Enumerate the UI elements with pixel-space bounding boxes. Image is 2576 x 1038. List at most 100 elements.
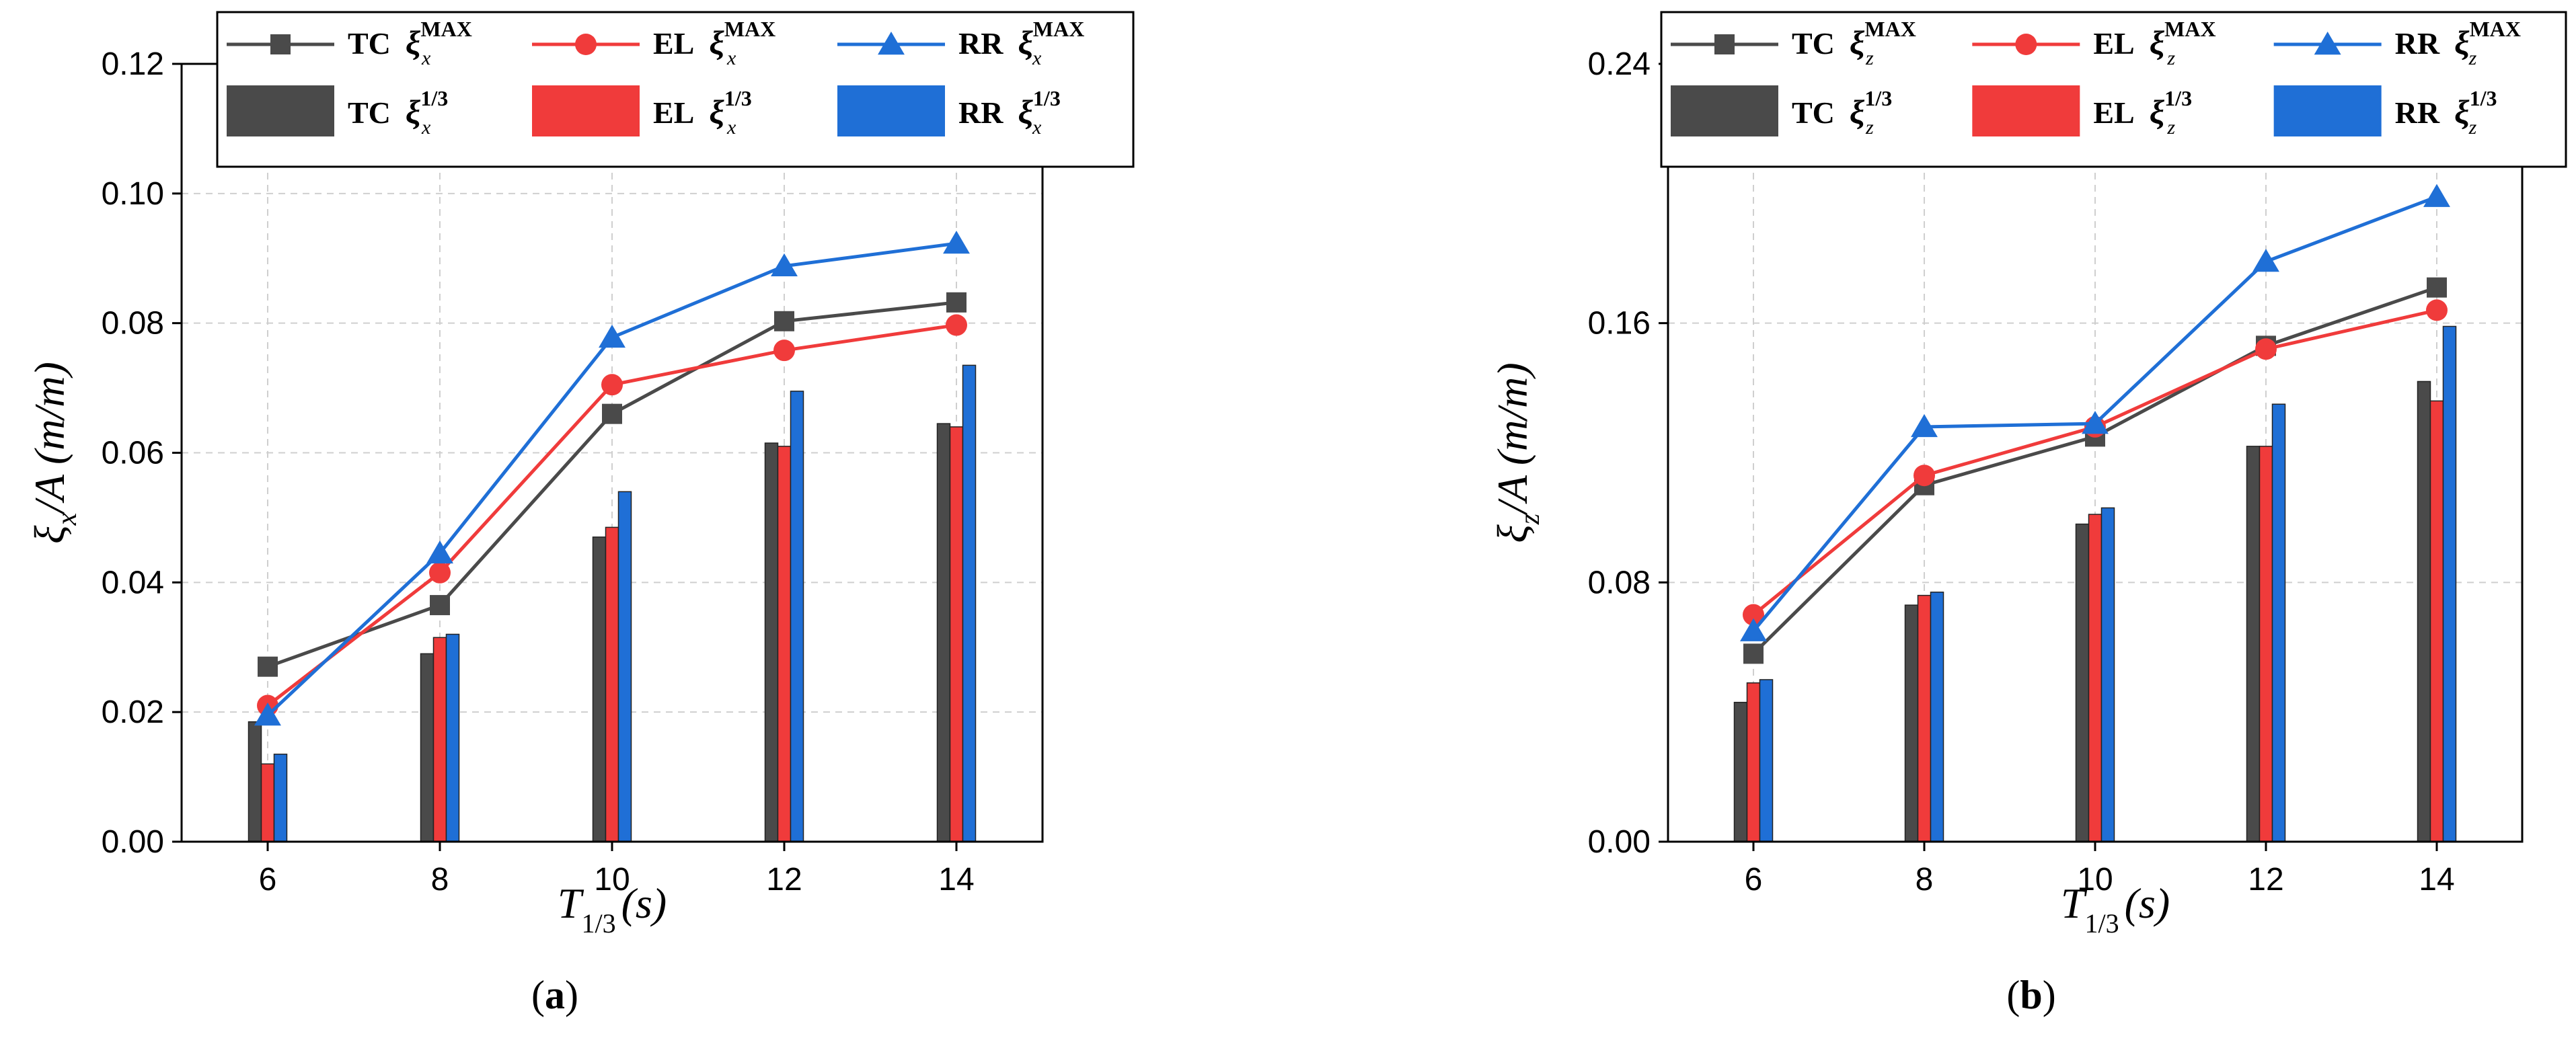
- line-series-rr-max: [254, 231, 970, 726]
- data-point-circle: [773, 340, 795, 362]
- bar-rr-1-3: [617, 491, 632, 842]
- data-point-triangle: [2082, 411, 2109, 434]
- legend-label-sup: 1/3: [2470, 86, 2497, 110]
- legend-box: [1660, 11, 2567, 168]
- x-tick-label: 12: [766, 862, 802, 897]
- y-title-sub: x: [52, 512, 83, 526]
- x-tick-label: 8: [431, 862, 449, 897]
- data-point-triangle: [254, 702, 281, 726]
- bar-tc-1-3: [764, 442, 779, 842]
- data-point-triangle: [2252, 249, 2279, 272]
- bar-rr-1-3: [2100, 507, 2115, 842]
- bar-tc-1-3: [2417, 381, 2431, 842]
- legend-label-name: TC: [1792, 95, 1835, 130]
- y-axis: 0.00 0.08 0.16 0.24: [1588, 46, 1668, 860]
- legend-label-name: TC: [348, 26, 391, 61]
- legend-label-sup: 1/3: [420, 86, 448, 110]
- legend-label: RR ξMAX: [2395, 17, 2521, 61]
- line-series-tc-max: [258, 292, 967, 677]
- y-tick-label: 0.00: [102, 824, 164, 860]
- data-point-square: [2427, 277, 2447, 298]
- line-series-rr-max: [1740, 184, 2450, 641]
- bar-rr-1-3: [2442, 325, 2457, 842]
- legend-entry-rr-max: RR ξMAX z: [2273, 17, 2521, 69]
- data-point-circle: [1914, 465, 1935, 487]
- x-title-unit: (s): [621, 879, 667, 927]
- y-tick-label: 0.16: [1588, 306, 1651, 342]
- legend-label-sub: x: [726, 47, 736, 69]
- legend-bar-swatch: [1671, 85, 1778, 136]
- bar-rr-1-3: [1759, 679, 1774, 842]
- legend-label-name: RR: [958, 95, 1003, 130]
- legend-label-symbol: ξ: [406, 24, 421, 61]
- x-tick-label: 14: [2419, 862, 2454, 897]
- legend-entry-tc-max: TC ξMAX z: [1671, 17, 1916, 69]
- legend-label-sub: x: [1032, 116, 1042, 138]
- x-title-main: T: [2061, 879, 2088, 927]
- bar-rr-1-3: [1930, 592, 1944, 842]
- bar-el-1-3: [260, 763, 275, 842]
- legend-label-sub: x: [421, 47, 431, 69]
- bar-tc-1-3: [592, 536, 607, 842]
- legend-label-symbol: ξ: [2454, 24, 2470, 61]
- x-title-sub: 1/3: [581, 908, 615, 939]
- legend-bar-swatch: [2273, 85, 2382, 136]
- legend-label-sup: MAX: [420, 17, 471, 41]
- y-tick-label: 0.08: [102, 306, 164, 342]
- legend-label-symbol: ξ: [1850, 93, 1865, 130]
- y-tick-label: 0.12: [102, 46, 164, 82]
- bar-tc-1-3: [248, 721, 262, 842]
- legend-label-name: RR: [958, 26, 1003, 61]
- y-axis-title: ξx/A (m/m): [26, 362, 83, 544]
- legend-box: [216, 11, 1135, 168]
- panel-label-letter: a: [545, 973, 565, 1017]
- bar-rr-1-3: [273, 754, 288, 842]
- bar-el-1-3: [2259, 446, 2273, 842]
- data-point-triangle: [1740, 618, 1767, 641]
- legend-marker-circle: [575, 34, 597, 55]
- data-point-triangle: [599, 324, 626, 348]
- bar-tc-1-3: [1733, 701, 1748, 842]
- legend-marker-square: [1714, 34, 1735, 54]
- panel-label: (a): [531, 973, 578, 1017]
- legend-entry-el-max: EL ξMAX x: [532, 17, 775, 69]
- legend-label-sub: x: [1032, 47, 1042, 69]
- legend-label: EL ξMAX: [2093, 17, 2215, 61]
- legend-label-name: RR: [2395, 95, 2440, 130]
- y-title-main: ξ: [1488, 524, 1536, 543]
- legend-label: TC ξ1/3: [1792, 86, 1892, 130]
- legend-label-sup: MAX: [2164, 17, 2215, 41]
- y-tick-label: 0.06: [102, 436, 164, 471]
- bar-rr-1-3: [2271, 403, 2286, 842]
- data-point-square: [430, 595, 450, 616]
- panel-label-close: ): [2043, 973, 2056, 1017]
- y-tick-label: 0.24: [1588, 46, 1651, 82]
- data-point-triangle: [1911, 413, 1938, 438]
- data-point-triangle: [943, 231, 970, 254]
- data-point-circle: [601, 374, 623, 396]
- bar-tc-1-3: [1904, 604, 1919, 842]
- x-tick-label: 10: [2077, 862, 2113, 897]
- panel-label: (b): [2006, 973, 2055, 1017]
- data-point-square: [1743, 643, 1764, 664]
- bar-rr-1-3: [445, 633, 460, 842]
- bar-tc-1-3: [420, 653, 434, 842]
- legend-label-name: EL: [2093, 95, 2134, 130]
- data-point-circle: [2255, 338, 2277, 360]
- legend-label-sup: MAX: [1864, 17, 1916, 41]
- data-point-circle: [2426, 299, 2448, 321]
- legend-label-symbol: ξ: [1850, 24, 1865, 61]
- x-tick-label: 6: [259, 862, 277, 897]
- legend-label-sup: 1/3: [1864, 86, 1892, 110]
- legend-entry-rr-1-3: RR ξ1/3 x: [837, 85, 1061, 138]
- legend-label: RR ξ1/3: [958, 86, 1061, 130]
- legend-entry-rr-max: RR ξMAX x: [837, 17, 1084, 69]
- legend-entry-tc-max: TC ξMAX x: [227, 17, 472, 69]
- legend-label-symbol: ξ: [2150, 93, 2165, 130]
- y-title-tail: /A (m/m): [26, 362, 73, 515]
- legend-marker-triangle: [2314, 32, 2341, 55]
- legend-label-symbol: ξ: [709, 24, 724, 61]
- bar-series-group: [248, 364, 977, 842]
- legend-label-symbol: ξ: [1018, 93, 1033, 130]
